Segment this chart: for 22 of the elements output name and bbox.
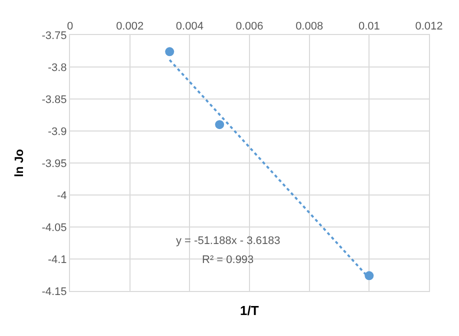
y-tick-label: -4.15 bbox=[42, 286, 67, 298]
y-tick-label: -3.95 bbox=[42, 158, 67, 170]
x-tick-label: 0.01 bbox=[358, 20, 380, 33]
y-tick-label: -3.85 bbox=[42, 94, 67, 106]
x-axis-title: 1/T bbox=[240, 303, 259, 318]
point bbox=[215, 120, 224, 130]
x-tick-label: 0.002 bbox=[116, 20, 144, 33]
x-tick-label: 0.004 bbox=[176, 20, 204, 33]
y-tick-label: -4 bbox=[57, 190, 67, 202]
x-tick-label: 0.006 bbox=[236, 20, 264, 33]
x-tick-label: 0.008 bbox=[296, 20, 324, 33]
y-tick-label: -3.9 bbox=[48, 126, 67, 138]
y-tick-label: -3.8 bbox=[48, 62, 67, 74]
y-tick-label: -4.1 bbox=[48, 254, 67, 266]
annotation: y = -51.188x - 3.6183 bbox=[176, 235, 280, 247]
y-axis-title: ln Jo bbox=[12, 148, 26, 178]
y-tick-label: -3.75 bbox=[42, 30, 67, 42]
x-tick-label: 0 bbox=[66, 20, 74, 33]
y-tick-label: -4.05 bbox=[42, 222, 67, 234]
annotation: R² = 0.993 bbox=[202, 254, 254, 266]
x-tick-label: 0.012 bbox=[415, 20, 443, 33]
point bbox=[165, 47, 174, 56]
